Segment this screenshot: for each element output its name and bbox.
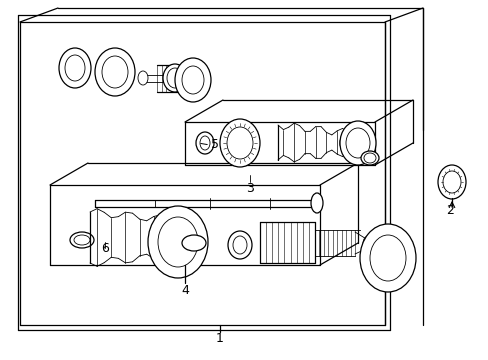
Text: 6: 6 bbox=[101, 242, 109, 255]
Ellipse shape bbox=[65, 55, 85, 81]
Ellipse shape bbox=[102, 56, 128, 88]
Text: 1: 1 bbox=[216, 332, 224, 345]
Ellipse shape bbox=[200, 136, 209, 150]
Ellipse shape bbox=[167, 68, 183, 88]
Ellipse shape bbox=[442, 171, 460, 193]
Ellipse shape bbox=[369, 235, 405, 281]
Ellipse shape bbox=[359, 224, 415, 292]
Ellipse shape bbox=[196, 132, 214, 154]
Ellipse shape bbox=[310, 193, 323, 213]
Ellipse shape bbox=[138, 71, 148, 85]
Ellipse shape bbox=[227, 231, 251, 259]
Ellipse shape bbox=[59, 48, 91, 88]
Ellipse shape bbox=[437, 165, 465, 199]
Ellipse shape bbox=[363, 153, 375, 163]
Ellipse shape bbox=[226, 127, 252, 159]
Ellipse shape bbox=[95, 48, 135, 96]
Ellipse shape bbox=[158, 217, 198, 267]
Text: 2: 2 bbox=[445, 203, 453, 216]
Ellipse shape bbox=[339, 133, 355, 153]
Ellipse shape bbox=[163, 64, 186, 92]
Ellipse shape bbox=[339, 121, 375, 165]
Ellipse shape bbox=[232, 236, 246, 254]
Ellipse shape bbox=[220, 119, 260, 167]
Text: 3: 3 bbox=[245, 181, 253, 194]
Text: 4: 4 bbox=[181, 284, 188, 297]
Ellipse shape bbox=[182, 66, 203, 94]
Ellipse shape bbox=[346, 128, 369, 158]
Ellipse shape bbox=[148, 206, 207, 278]
Ellipse shape bbox=[70, 232, 94, 248]
Ellipse shape bbox=[74, 235, 90, 245]
Ellipse shape bbox=[360, 151, 378, 165]
Text: 5: 5 bbox=[210, 139, 219, 152]
Ellipse shape bbox=[182, 235, 205, 251]
Ellipse shape bbox=[362, 236, 372, 252]
Ellipse shape bbox=[175, 58, 210, 102]
